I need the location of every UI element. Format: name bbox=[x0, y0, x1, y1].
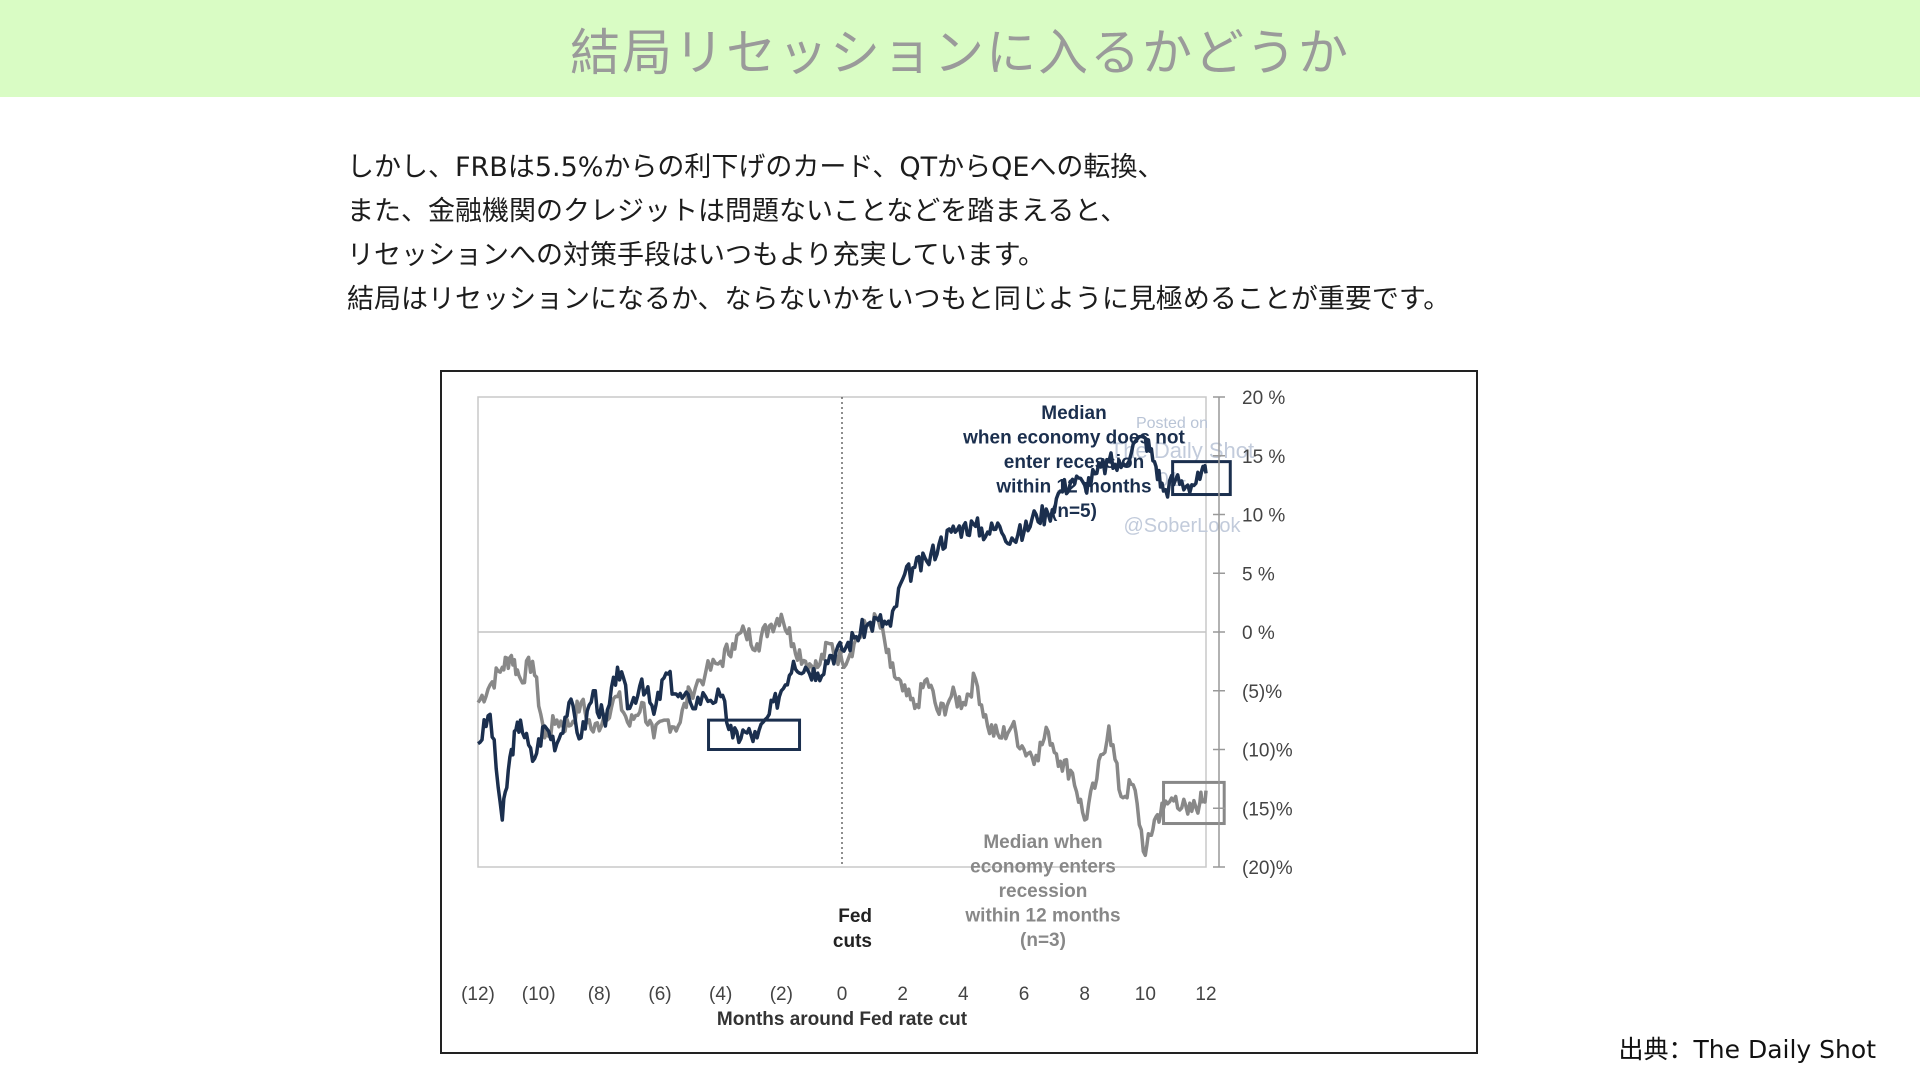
recession-label-line: Median when bbox=[983, 832, 1102, 853]
series-group bbox=[476, 434, 1208, 858]
no-recession-label-line: enter recession bbox=[1004, 452, 1144, 473]
title-bar: 結局リセッションに入るかどうか bbox=[0, 0, 1920, 97]
watermark-handle: @SoberLook bbox=[1123, 515, 1241, 537]
no-recession-label-line: (n=5) bbox=[1051, 501, 1097, 522]
x-tick-label: (6) bbox=[648, 984, 671, 1005]
chart-frame: Posted on The Daily Shot 01- @SoberLook 20 … bbox=[440, 370, 1478, 1054]
x-tick-label: 2 bbox=[897, 984, 908, 1005]
x-tick-label: (2) bbox=[770, 984, 793, 1005]
recession-label-line: (n=3) bbox=[1020, 930, 1066, 951]
recession-label-line: economy enters bbox=[970, 857, 1116, 878]
y-tick-label: (10)% bbox=[1242, 741, 1293, 762]
x-tick-label: (12) bbox=[461, 984, 495, 1005]
x-tick-label: 12 bbox=[1195, 984, 1216, 1005]
x-tick-label: 4 bbox=[958, 984, 969, 1005]
y-tick-label: 10 % bbox=[1242, 506, 1285, 527]
slide-title: 結局リセッションに入るかどうか bbox=[570, 23, 1350, 82]
source-note: 出典：The Daily Shot bbox=[1618, 1035, 1876, 1064]
x-tick-label: 8 bbox=[1079, 984, 1090, 1005]
y-tick-label: 0 % bbox=[1242, 623, 1275, 644]
y-tick-label: 20 % bbox=[1242, 388, 1285, 409]
body-line-4: 結局はリセッションになるか、ならないかをいつもと同じように見極めることが重要です… bbox=[347, 284, 1451, 315]
x-tick-label: 0 bbox=[837, 984, 848, 1005]
x-axis-label: Months around Fed rate cut bbox=[717, 1009, 968, 1030]
highlight-boxes bbox=[707, 460, 1232, 826]
y-tick-label: (15)% bbox=[1242, 799, 1293, 820]
x-axis: (12) (10) (8) (6) (4) (2) 0 2 4 6 8 10 12 bbox=[461, 984, 1216, 1005]
highlight-box-1 bbox=[707, 718, 802, 751]
y-tick-label: (20)% bbox=[1242, 858, 1293, 879]
body-line-1: しかし、FRBは5.5%からの利下げのカード、QTからQEへの転換、 bbox=[347, 152, 1165, 183]
no-recession-label-line: within 12 months bbox=[995, 477, 1151, 498]
series-line-no-recession bbox=[477, 434, 1208, 822]
fed-cuts-label-line: Fed bbox=[838, 906, 872, 927]
x-tick-label: 10 bbox=[1135, 984, 1156, 1005]
series-line-recession bbox=[476, 612, 1208, 858]
x-tick-label: (8) bbox=[588, 984, 611, 1005]
no-recession-label-line: when economy does not bbox=[962, 428, 1185, 449]
x-tick-label: (4) bbox=[709, 984, 732, 1005]
annotations: Median when economy does not enter recessi… bbox=[833, 403, 1186, 952]
x-tick-label: (10) bbox=[522, 984, 556, 1005]
no-recession-label-line: Median bbox=[1041, 403, 1106, 424]
body-line-3: リセッションへの対策手段はいつもより充実しています。 bbox=[347, 240, 1045, 271]
body-line-2: また、金融機関のクレジットは問題ないことなどを踏まえると、 bbox=[347, 196, 1128, 227]
highlight-box-2 bbox=[1171, 460, 1232, 497]
x-tick-label: 6 bbox=[1019, 984, 1030, 1005]
recession-label-line: within 12 months bbox=[964, 906, 1120, 927]
highlight-box-3 bbox=[1162, 780, 1226, 826]
recession-label-line: recession bbox=[999, 881, 1088, 902]
y-tick-label: 15 % bbox=[1242, 447, 1285, 468]
y-axis: 20 % 15 % 10 % 5 % 0 % (5)% (10)% (15)% (20)% bbox=[1213, 388, 1293, 879]
y-tick-label: 5 % bbox=[1242, 564, 1275, 585]
watermark-posted-on: Posted on bbox=[1136, 415, 1208, 432]
body-text: しかし、FRBは5.5%からの利下げのカード、QTからQEへの転換、 また、金融… bbox=[347, 146, 1647, 322]
y-tick-label: (5)% bbox=[1242, 682, 1282, 703]
fed-cuts-label-line: cuts bbox=[833, 931, 872, 952]
